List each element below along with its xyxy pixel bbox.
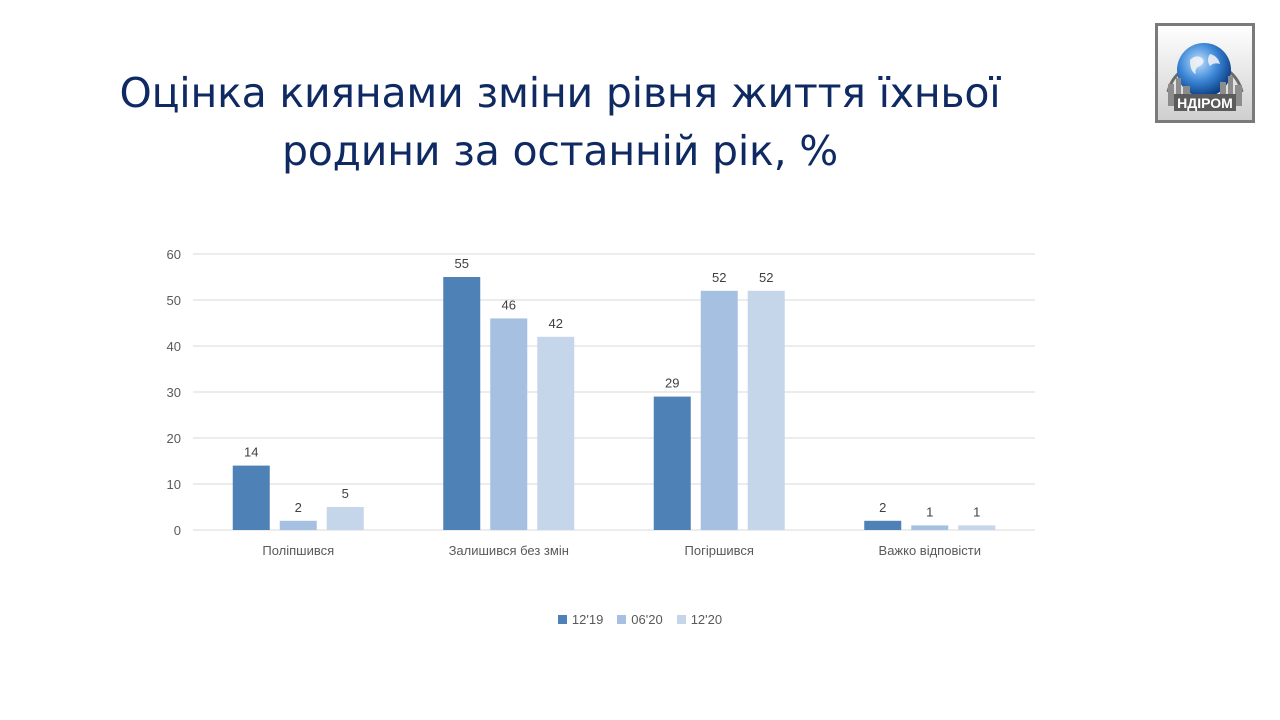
bar	[279, 520, 317, 530]
data-label: 5	[342, 486, 349, 501]
legend-item: 06'20	[617, 612, 663, 627]
bar	[653, 396, 691, 530]
legend-swatch	[676, 615, 686, 624]
bar	[958, 525, 996, 530]
y-tick-label: 40	[167, 339, 181, 354]
data-label: 2	[295, 500, 302, 515]
bar	[700, 290, 738, 530]
legend-label: 12'20	[690, 612, 723, 627]
y-tick-label: 20	[167, 431, 181, 446]
title-line-2: родини за останній рік, %	[281, 127, 839, 175]
data-label: 46	[502, 297, 516, 312]
slide-title: Оцінка киянами зміни рівня життя їхньої …	[60, 64, 1060, 180]
y-tick-label: 30	[167, 385, 181, 400]
bar	[232, 465, 270, 530]
data-label: 2	[879, 500, 886, 515]
data-label: 55	[455, 256, 469, 271]
category-label: Важко відповісти	[879, 543, 981, 558]
category-label: Погіршився	[685, 543, 754, 558]
chart-legend: 12'19 06'20 12'20	[0, 612, 1280, 627]
bar	[747, 290, 785, 530]
y-tick-label: 0	[174, 523, 181, 538]
data-label: 52	[759, 270, 773, 285]
bar	[443, 277, 481, 530]
bar	[490, 318, 528, 530]
title-line-1: Оцінка киянами зміни рівня життя їхньої	[119, 69, 1001, 117]
category-label: Поліпшився	[262, 543, 334, 558]
data-label: 1	[973, 504, 980, 519]
legend-swatch	[617, 615, 627, 624]
data-label: 14	[244, 445, 258, 460]
legend-label: 06'20	[631, 612, 663, 627]
data-label: 52	[712, 270, 726, 285]
category-label: Залишився без змін	[449, 543, 569, 558]
y-tick-label: 60	[167, 247, 181, 262]
legend-item: 12'20	[676, 612, 723, 627]
data-label: 42	[549, 316, 563, 331]
bar	[537, 336, 575, 530]
bar	[911, 525, 949, 530]
ndirom-logo: НДІРОМ	[1155, 23, 1255, 123]
legend-swatch	[557, 615, 567, 624]
legend-item: 12'19	[557, 612, 604, 627]
y-tick-label: 10	[167, 477, 181, 492]
globe-icon	[1177, 43, 1231, 97]
y-tick-label: 50	[167, 293, 181, 308]
logo-text: НДІРОМ	[1177, 95, 1233, 111]
data-label: 1	[926, 504, 933, 519]
bar	[864, 520, 902, 530]
data-label: 29	[665, 376, 679, 391]
chart-canvas: 0 10 20 30 40 50 60 14 2 5 Поліпшився 55 46 42 Залишив…	[167, 247, 1035, 558]
legend-label: 12'19	[571, 612, 604, 627]
bar	[326, 507, 364, 530]
